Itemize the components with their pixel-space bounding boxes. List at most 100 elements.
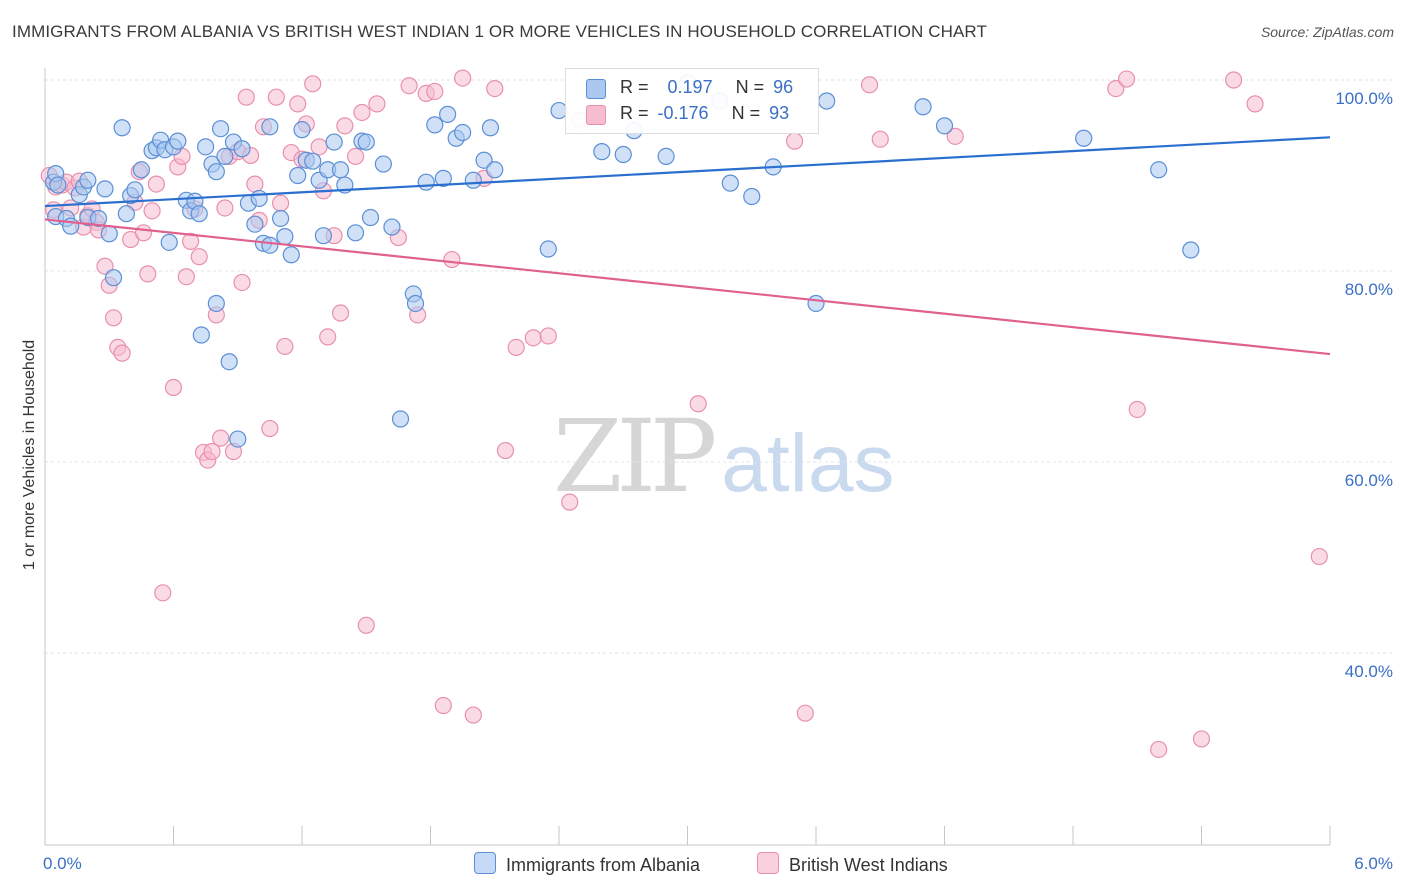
data-point xyxy=(464,171,482,189)
data-point xyxy=(1150,161,1168,179)
data-point xyxy=(871,130,889,148)
data-point xyxy=(314,227,333,245)
data-point xyxy=(475,151,493,169)
data-point xyxy=(104,309,123,327)
data-point xyxy=(346,147,365,165)
data-point xyxy=(192,326,210,344)
data-point xyxy=(276,337,294,356)
data-point xyxy=(818,92,836,110)
data-point xyxy=(1117,70,1136,88)
data-point xyxy=(743,187,761,206)
chart-title: IMMIGRANTS FROM ALBANIA VS BRITISH WEST … xyxy=(12,22,987,41)
data-point xyxy=(233,273,251,292)
data-point xyxy=(79,171,97,189)
data-point xyxy=(439,105,457,123)
data-point xyxy=(454,123,472,142)
bottom-legend-swatch-albania xyxy=(474,852,496,874)
data-point xyxy=(614,145,632,164)
data-point xyxy=(481,119,500,137)
data-point xyxy=(796,704,814,722)
legend-r-label: R = xyxy=(620,77,649,97)
data-point xyxy=(132,161,150,179)
axes xyxy=(44,68,1331,846)
data-point xyxy=(212,120,230,138)
trend-line-british-west-indians xyxy=(44,218,1331,356)
data-point xyxy=(1128,400,1146,419)
data-point xyxy=(246,215,264,233)
data-point xyxy=(417,173,435,191)
data-point xyxy=(216,199,234,217)
data-point xyxy=(507,338,525,356)
data-point xyxy=(96,257,114,275)
legend-n-value: 96 xyxy=(773,77,794,97)
data-point xyxy=(233,140,251,158)
data-point xyxy=(357,133,375,151)
data-point xyxy=(383,218,401,236)
data-point xyxy=(89,209,108,228)
data-point xyxy=(143,202,161,220)
legend-n-label: N = xyxy=(735,77,765,97)
data-point xyxy=(946,127,964,145)
data-point xyxy=(426,116,444,134)
data-point xyxy=(331,161,350,179)
watermark-atlas: atlas xyxy=(721,418,895,509)
y-tick-label: 60.0% xyxy=(1345,471,1393,490)
data-point xyxy=(207,163,225,181)
data-point xyxy=(169,132,187,150)
data-point xyxy=(496,441,515,460)
data-point xyxy=(289,166,307,185)
data-point xyxy=(197,138,215,156)
data-point xyxy=(246,175,264,193)
y-tick-label: 40.0% xyxy=(1345,662,1393,681)
data-point xyxy=(325,133,343,151)
data-point xyxy=(126,181,144,199)
data-point xyxy=(96,180,114,198)
data-point xyxy=(271,194,290,212)
data-point xyxy=(721,174,739,192)
x-tick-label: 6.0% xyxy=(1354,854,1393,873)
data-point xyxy=(336,117,354,135)
legend-r-value: -0.176 xyxy=(657,103,709,123)
trend-line-albania xyxy=(44,136,1331,208)
data-point xyxy=(267,88,285,106)
data-point xyxy=(190,248,208,266)
data-point xyxy=(357,616,375,634)
data-point xyxy=(1182,241,1200,259)
data-point xyxy=(539,240,557,258)
data-point xyxy=(561,493,579,511)
data-point xyxy=(914,98,932,116)
data-point xyxy=(113,119,131,137)
data-point xyxy=(443,250,461,269)
data-point xyxy=(426,82,444,101)
data-point xyxy=(1225,71,1243,89)
data-point xyxy=(400,77,418,95)
data-point xyxy=(160,233,178,251)
data-point xyxy=(276,228,294,246)
data-point xyxy=(361,208,380,227)
data-point xyxy=(486,79,504,98)
data-point xyxy=(147,175,165,193)
legend-swatch-albania xyxy=(586,79,606,99)
legend-r-label: R = xyxy=(620,103,649,123)
data-point xyxy=(406,294,425,313)
data-point xyxy=(434,169,452,187)
y-tick-label: 80.0% xyxy=(1345,280,1393,299)
data-point xyxy=(289,95,307,113)
data-point xyxy=(539,327,557,345)
data-point xyxy=(117,205,135,223)
data-point xyxy=(261,419,279,438)
data-point xyxy=(49,176,67,194)
legend-swatch-british-west-indians xyxy=(586,105,606,125)
data-point xyxy=(807,294,825,313)
data-point xyxy=(1150,740,1168,759)
bottom-legend-label-albania: Immigrants from Albania xyxy=(506,855,701,875)
data-point xyxy=(391,410,410,428)
data-point xyxy=(464,706,482,724)
data-point xyxy=(100,225,118,243)
data-point xyxy=(785,132,804,150)
data-point xyxy=(346,224,365,242)
data-point xyxy=(113,344,131,362)
data-point xyxy=(216,147,234,165)
data-point xyxy=(261,118,279,136)
